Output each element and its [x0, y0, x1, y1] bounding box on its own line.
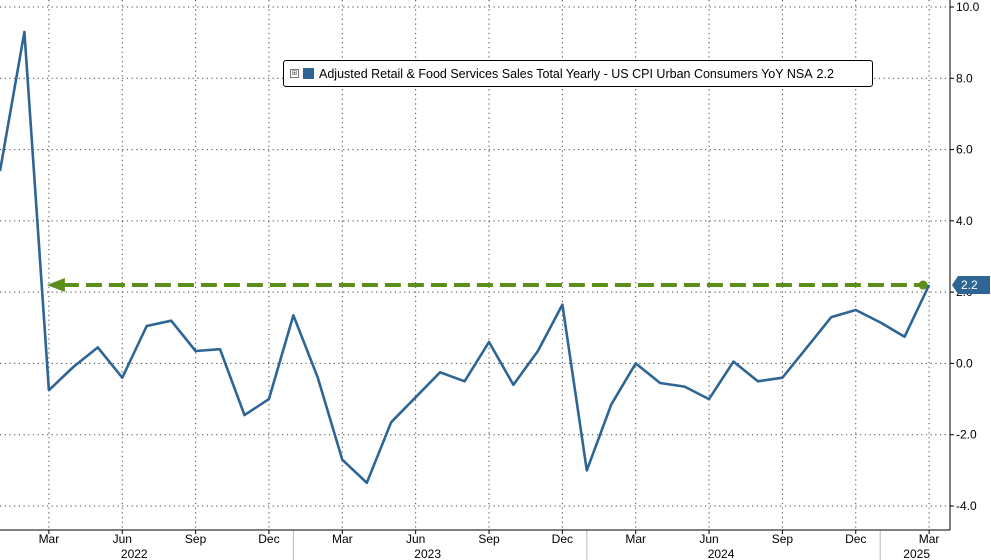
reference-end-dot — [918, 280, 928, 290]
x-axis-ticks: Mar Jun Sep Dec Mar Jun Sep Dec Mar Jun Sep Dec Mar2… — [39, 532, 940, 560]
x-tick-label: Jun — [406, 532, 425, 546]
x-tick-label: Sep — [185, 532, 207, 546]
x-tick-label: Dec — [552, 532, 573, 546]
x-year-label: 2023 — [414, 547, 441, 560]
x-tick-label: Mar — [332, 532, 353, 546]
y-tick-label: 0.0 — [956, 356, 973, 370]
x-tick-label: Sep — [772, 532, 794, 546]
y-tick-label: 10.0 — [956, 0, 980, 14]
legend[interactable]: ⊞ Adjusted Retail & Food Services Sales … — [283, 60, 873, 87]
y-tick-label: -4.0 — [956, 499, 977, 513]
legend-series-label: Adjusted Retail & Food Services Sales To… — [319, 66, 813, 81]
x-year-label: 2024 — [708, 547, 735, 560]
last-value-badge — [952, 276, 990, 295]
axes — [0, 0, 954, 560]
reference-line-group — [46, 278, 928, 293]
x-tick-label: Mar — [919, 532, 940, 546]
x-tick-label: Mar — [625, 532, 646, 546]
series-line — [0, 30, 931, 485]
x-year-label: 2025 — [903, 547, 930, 560]
x-tick-label: Dec — [258, 532, 279, 546]
reference-arrowhead — [46, 278, 65, 293]
x-tick-label: Mar — [39, 532, 60, 546]
y-tick-label: 6.0 — [956, 143, 973, 157]
y-axis-ticks: 10.08.06.04.02.00.0-2.0-4.0 — [956, 0, 980, 513]
x-tick-label: Jun — [113, 532, 132, 546]
y-tick-label: -2.0 — [956, 428, 977, 442]
legend-series-value: 2.2 — [816, 66, 834, 81]
x-year-label: 2022 — [121, 547, 148, 560]
x-tick-label: Sep — [478, 532, 500, 546]
legend-swatch — [303, 68, 314, 79]
last-value-badge-group: 2.2 — [952, 276, 990, 295]
y-tick-label: 4.0 — [956, 214, 973, 228]
x-tick-label: Jun — [699, 532, 718, 546]
last-value-badge-label: 2.2 — [961, 278, 978, 292]
y-tick-label: 8.0 — [956, 71, 973, 85]
x-tick-label: Dec — [845, 532, 866, 546]
legend-expand-icon[interactable]: ⊞ — [290, 69, 299, 78]
series-group — [0, 30, 931, 485]
